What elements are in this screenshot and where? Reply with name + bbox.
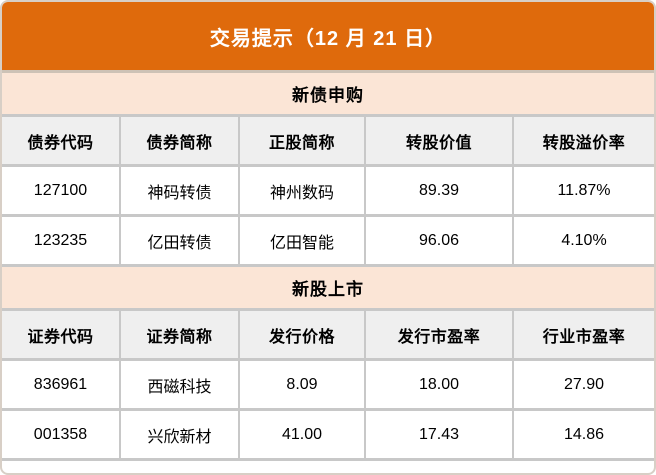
cell-issue-price: 8.09 (239, 359, 366, 411)
cell-conversion-value: 96.06 (365, 215, 514, 267)
table-row: 123235 亿田转债 亿田智能 96.06 4.10% (2, 215, 654, 267)
column-header-security-name: 证券简称 (120, 311, 240, 361)
column-header-stock-name: 正股简称 (239, 117, 366, 167)
cell-issue-pe: 18.00 (365, 359, 514, 411)
column-header-issue-price: 发行价格 (239, 311, 366, 361)
column-header-bond-name: 债券简称 (120, 117, 240, 167)
page-title: 交易提示（12 月 21 日） (209, 27, 447, 50)
cell-stock-name: 神州数码 (239, 165, 366, 217)
cell-conversion-value: 89.39 (365, 165, 514, 217)
cell-industry-pe: 27.90 (513, 359, 654, 411)
section-title: 新股上市 (292, 280, 364, 299)
cell-issue-price: 41.00 (239, 409, 366, 461)
section-title: 新债申购 (292, 86, 364, 105)
cell-bond-name: 神码转债 (120, 165, 240, 217)
title-bar: 交易提示（12 月 21 日） (2, 2, 654, 73)
table-row: 001358 兴欣新材 41.00 17.43 14.86 (2, 409, 654, 461)
column-header-bond-code: 债券代码 (2, 117, 121, 167)
section-header-new-bond-subscription: 新债申购 (2, 73, 654, 117)
table-header-row: 证券代码 证券简称 发行价格 发行市盈率 行业市盈率 (2, 311, 654, 361)
column-header-security-code: 证券代码 (2, 311, 121, 361)
cell-security-name: 兴欣新材 (120, 409, 240, 461)
section-header-new-stock-listing: 新股上市 (2, 267, 654, 311)
table-header-row: 债券代码 债券简称 正股简称 转股价值 转股溢价率 (2, 117, 654, 167)
cell-bond-code: 123235 (2, 215, 121, 267)
column-header-conversion-premium: 转股溢价率 (513, 117, 654, 167)
column-header-issue-pe: 发行市盈率 (365, 311, 514, 361)
new-bond-subscription-table: 债券代码 债券简称 正股简称 转股价值 转股溢价率 127100 神码转债 神州… (2, 117, 654, 267)
cell-conversion-premium: 11.87% (513, 165, 654, 217)
cell-bond-code: 127100 (2, 165, 121, 217)
cell-security-name: 西磁科技 (120, 359, 240, 411)
cell-stock-name: 亿田智能 (239, 215, 366, 267)
table-row: 836961 西磁科技 8.09 18.00 27.90 (2, 359, 654, 411)
cell-conversion-premium: 4.10% (513, 215, 654, 267)
cell-security-code: 836961 (2, 359, 121, 411)
column-header-conversion-value: 转股价值 (365, 117, 514, 167)
column-header-industry-pe: 行业市盈率 (513, 311, 654, 361)
cell-security-code: 001358 (2, 409, 121, 461)
table-row: 127100 神码转债 神州数码 89.39 11.87% (2, 165, 654, 217)
new-stock-listing-table: 证券代码 证券简称 发行价格 发行市盈率 行业市盈率 836961 西磁科技 8… (2, 311, 654, 461)
cell-issue-pe: 17.43 (365, 409, 514, 461)
cell-industry-pe: 14.86 (513, 409, 654, 461)
cell-bond-name: 亿田转债 (120, 215, 240, 267)
